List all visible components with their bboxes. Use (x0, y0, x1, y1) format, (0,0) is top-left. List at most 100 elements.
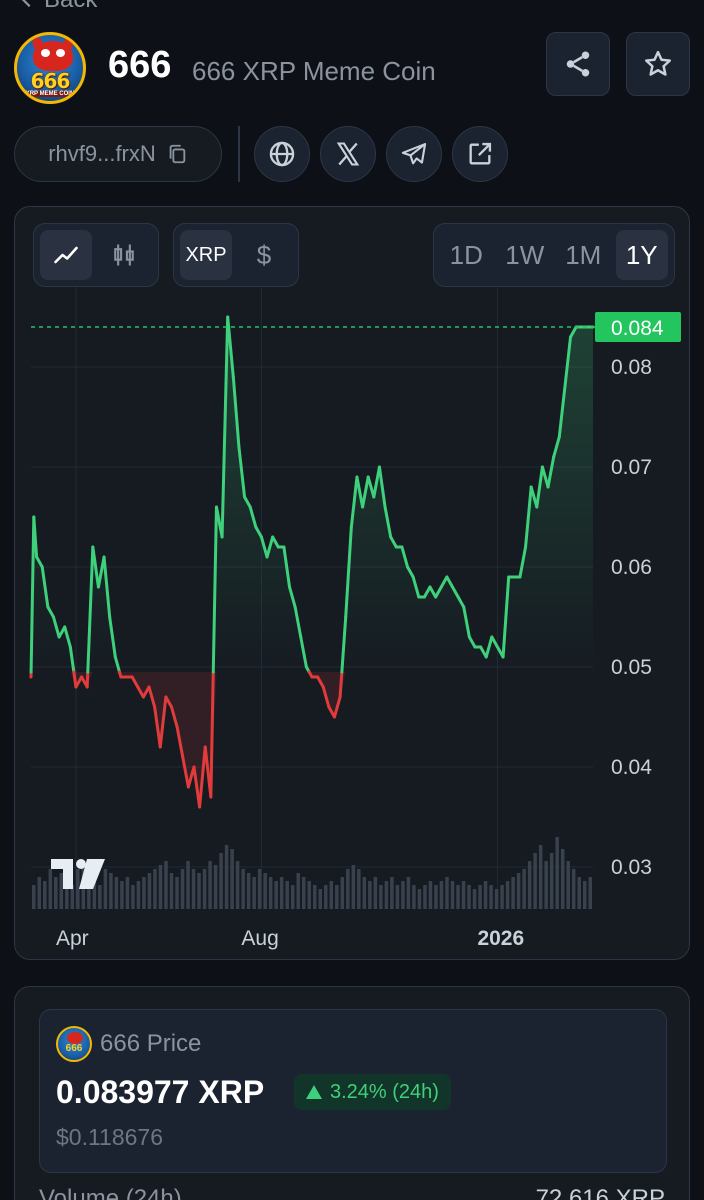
volume-bar (180, 869, 185, 909)
candlestick-option[interactable] (98, 230, 150, 280)
price-line-segment (113, 655, 122, 674)
volume-bar (98, 885, 102, 909)
volume-bar (32, 885, 36, 909)
contract-address-copy[interactable]: rhvf9...frxN (14, 126, 222, 182)
line-chart-option[interactable] (40, 230, 92, 280)
volume-bar (125, 877, 130, 909)
back-label: Back (44, 0, 97, 14)
price-line-segment (340, 615, 348, 674)
volume-bar (169, 873, 174, 909)
external-link-icon (469, 142, 492, 165)
price-line-segment (372, 465, 381, 499)
price-line-segment (192, 765, 202, 809)
price-line-segment (74, 675, 84, 689)
price-change-badge: 3.24% (24h) (294, 1074, 451, 1110)
price-chart-card: 0.08 0.07 0.06 0.05 0.04 0.03 Apr Aug 2026 0.084 … (14, 206, 690, 960)
volume-label: Volume (24h) (39, 1185, 182, 1200)
price-line-segment (524, 485, 533, 549)
back-link[interactable]: Back (18, 0, 97, 14)
price-line-segment (383, 505, 393, 539)
range-option-1y[interactable]: 1Y (615, 230, 668, 280)
volume-bar (191, 869, 196, 909)
volume-bar (362, 877, 367, 909)
current-price-tag (595, 312, 681, 342)
volume-bar (224, 845, 229, 909)
price-line-segment (535, 465, 544, 509)
telegram-link[interactable] (386, 126, 442, 182)
volume-bar (346, 869, 350, 909)
price-line-segment (540, 465, 550, 489)
price-line-segment (259, 535, 269, 559)
price-title: 666 Price (100, 1030, 202, 1057)
volume-bar (351, 865, 356, 909)
volume-bar (516, 873, 521, 909)
currency-option-xrp[interactable]: XRP (180, 230, 232, 280)
price-line-segment (484, 635, 494, 659)
contract-address: rhvf9...frxN (48, 141, 156, 166)
time-range-toggle: 1D 1W 1M 1Y (433, 223, 675, 287)
price-line-segment (456, 595, 466, 609)
price-line-segment (552, 435, 561, 459)
volume-bar (390, 877, 394, 909)
share-button[interactable] (546, 32, 610, 96)
volume-bar (368, 881, 372, 909)
price-line-segment (46, 605, 55, 619)
volume-bar (92, 881, 97, 909)
volume-bar (158, 865, 163, 909)
volume-bar (296, 873, 300, 909)
price-line-segment (439, 575, 449, 589)
price-line-segment (299, 635, 308, 669)
x-link[interactable] (320, 126, 376, 182)
volume-bar (219, 853, 223, 909)
price-line-segment (546, 455, 556, 489)
price-line-segment (211, 505, 218, 674)
volume-value: 72,616 XRP (535, 1185, 665, 1200)
price-area (31, 317, 593, 672)
price-line-segment (518, 545, 528, 579)
price-line-segment (321, 685, 331, 709)
volume-bar (313, 885, 317, 909)
volume-bar (87, 877, 91, 909)
price-line-segment (462, 605, 471, 639)
external-link[interactable] (452, 126, 508, 182)
range-option-1w[interactable]: 1W (505, 239, 545, 270)
website-link[interactable] (254, 126, 310, 182)
price-line-segment (338, 670, 344, 699)
volume-bar (103, 869, 108, 909)
y-tick-label: 0.05 (611, 656, 652, 679)
volume-bar (560, 849, 565, 909)
volume-bar (522, 869, 526, 909)
price-line-segment (85, 670, 90, 689)
x-icon (336, 142, 360, 166)
price-chart[interactable]: 0.08 0.07 0.06 0.05 0.04 0.03 Apr Aug 2026 0.084 (15, 207, 690, 960)
volume-bar (489, 885, 493, 909)
volume-bar (290, 885, 295, 909)
currency-option-usd[interactable]: $ (256, 239, 272, 270)
volume-bar (208, 861, 212, 909)
volume-bar (235, 861, 240, 909)
volume-bar (566, 861, 570, 909)
price-line-segment (445, 575, 454, 589)
volume-bar (279, 877, 284, 909)
volume-bar (340, 877, 345, 909)
price-line-segment (63, 625, 72, 649)
volume-bar (549, 853, 554, 909)
volume-bar (59, 873, 64, 909)
candlestick-icon (114, 244, 134, 266)
price-line-segment (32, 515, 39, 559)
x-tick-label: Aug (241, 927, 278, 950)
range-option-1m[interactable]: 1M (565, 239, 602, 270)
volume-bar (324, 885, 328, 909)
price-line-segment (248, 505, 258, 529)
volume-bar (147, 873, 152, 909)
volume-bar (65, 881, 69, 909)
price-area-below (31, 672, 593, 807)
volume-bar (241, 869, 245, 909)
favorite-button[interactable] (626, 32, 690, 96)
volume-bar (445, 877, 449, 909)
price-line-segment (467, 635, 477, 649)
volume-bar (213, 865, 218, 909)
range-option-1d[interactable]: 1D (449, 239, 483, 270)
mini-logo-number: 666 (65, 1043, 83, 1054)
price-line-segment (231, 375, 241, 449)
